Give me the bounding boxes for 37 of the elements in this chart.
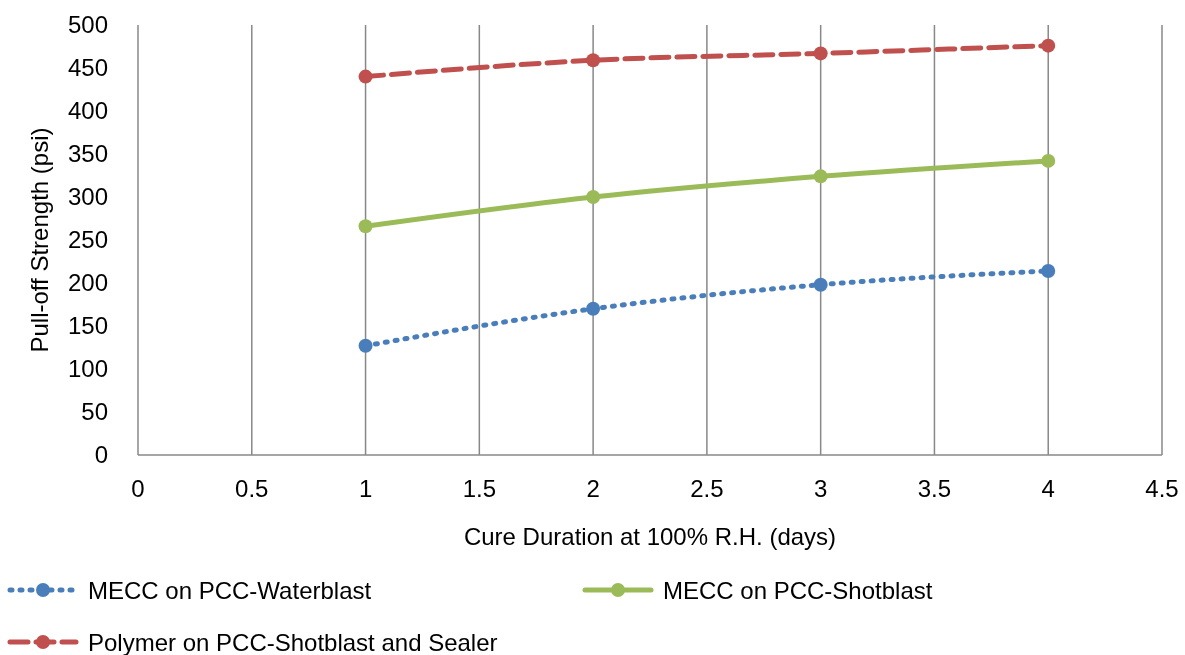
- point: [813, 46, 828, 61]
- y-tick-label: 250: [67, 226, 108, 253]
- point: [358, 69, 373, 84]
- point: [813, 169, 828, 184]
- point: [358, 219, 373, 234]
- point: [586, 53, 601, 68]
- y-tick-label: 100: [67, 355, 108, 382]
- y-tick-label: 50: [81, 398, 108, 425]
- y-tick-label: 500: [67, 11, 108, 38]
- point: [1041, 153, 1056, 168]
- point: [1041, 263, 1056, 278]
- point: [586, 301, 601, 316]
- y-tick-label: 0: [94, 441, 108, 468]
- y-tick-label: 400: [67, 97, 108, 124]
- x-tick-label: 1: [358, 475, 373, 502]
- x-tick-label: 3.5: [917, 475, 952, 502]
- y-tick-label: 150: [67, 312, 108, 339]
- point: [358, 338, 373, 353]
- x-axis-title: Cure Duration at 100% R.H. (days): [463, 523, 837, 550]
- point: [813, 277, 828, 292]
- x-tick-label: 2: [586, 475, 600, 502]
- x-tick-label: 3: [813, 475, 828, 502]
- y-axis-title: Pull-off Strength (psi): [26, 127, 53, 353]
- y-tick-label: 350: [67, 140, 108, 167]
- legend-label: MECC on PCC-Shotblast: [663, 577, 933, 604]
- y-tick-label: 300: [67, 183, 108, 210]
- x-tick-label: 4.5: [1145, 475, 1179, 502]
- y-tick-label: 450: [67, 54, 108, 81]
- point: [586, 190, 601, 204]
- point: [1041, 38, 1056, 53]
- x-tick-label: 0.5: [235, 475, 269, 502]
- x-tick-label: 0: [131, 475, 145, 502]
- x-tick-label: 4: [1041, 475, 1055, 502]
- x-tick-label: 2.5: [690, 475, 724, 502]
- y-tick-label: 200: [67, 269, 108, 296]
- x-tick-label: 1.5: [462, 475, 497, 502]
- legend-label: MECC on PCC-Waterblast: [88, 577, 372, 604]
